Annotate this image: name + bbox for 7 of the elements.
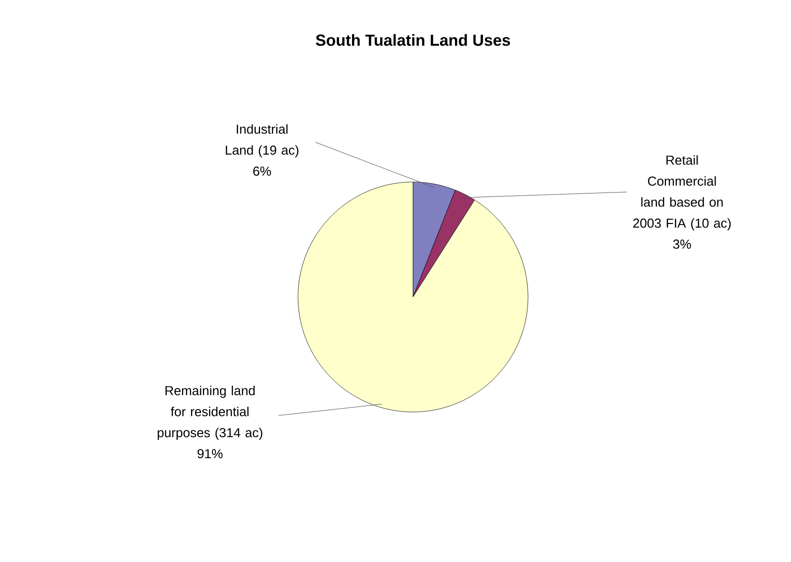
- data-label: 6%: [253, 166, 271, 176]
- slice-label: Retail Commercial land based on 2003 FIA (10 ac): [633, 155, 731, 230]
- slice-label: Remaining land for residential purposes (314 ac): [158, 386, 262, 440]
- data-label: 3%: [673, 240, 691, 249]
- data-label: 91%: [198, 449, 223, 458]
- slice-label: Industrial Land (19 ac): [226, 124, 298, 158]
- chart-title: South Tualatin Land Uses: [316, 34, 510, 46]
